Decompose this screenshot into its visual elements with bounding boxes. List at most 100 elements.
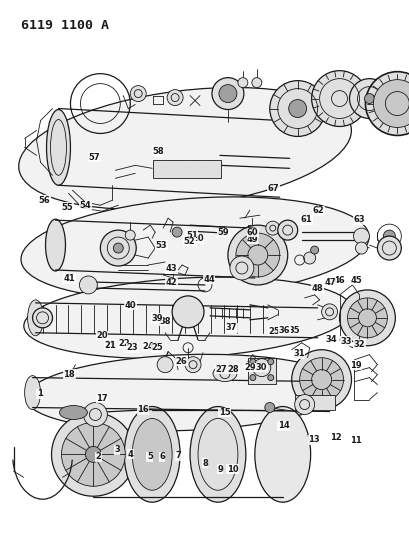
Text: 26: 26 (175, 357, 187, 366)
Text: 60: 60 (246, 228, 258, 237)
Text: 16: 16 (137, 406, 148, 415)
Text: 35: 35 (288, 326, 299, 335)
Text: 61: 61 (300, 215, 311, 224)
Circle shape (218, 85, 236, 102)
Text: 37: 37 (225, 323, 237, 332)
Text: 9: 9 (217, 465, 222, 474)
Text: 6119 1100 A: 6119 1100 A (20, 19, 108, 32)
Circle shape (100, 230, 136, 266)
Text: 6: 6 (159, 452, 165, 461)
Text: 30: 30 (255, 363, 267, 372)
Text: 46: 46 (333, 276, 345, 285)
Text: 7: 7 (175, 451, 181, 460)
Text: 43: 43 (165, 264, 177, 273)
Text: 13: 13 (308, 435, 319, 444)
Circle shape (264, 402, 274, 413)
Circle shape (32, 308, 52, 328)
Circle shape (249, 375, 255, 381)
Ellipse shape (21, 197, 368, 299)
Ellipse shape (254, 407, 310, 502)
Circle shape (249, 359, 255, 365)
Text: 34: 34 (324, 335, 336, 344)
Text: 53: 53 (155, 241, 167, 250)
Text: 47: 47 (324, 278, 335, 287)
Circle shape (157, 357, 173, 373)
Text: 56: 56 (38, 196, 50, 205)
Circle shape (83, 402, 107, 426)
Text: 67: 67 (267, 184, 279, 193)
Text: 23: 23 (126, 343, 138, 352)
Circle shape (125, 230, 135, 240)
Circle shape (377, 236, 400, 260)
Text: 33: 33 (339, 337, 351, 346)
Text: 40: 40 (124, 301, 136, 310)
Circle shape (303, 252, 315, 264)
Text: 31: 31 (292, 349, 304, 358)
Text: 18: 18 (63, 370, 75, 379)
Ellipse shape (124, 407, 180, 502)
Circle shape (353, 228, 369, 244)
Text: 3: 3 (114, 445, 120, 454)
Circle shape (229, 256, 253, 280)
Text: 52: 52 (183, 237, 195, 246)
Ellipse shape (59, 406, 87, 419)
Text: 38: 38 (159, 317, 171, 326)
Circle shape (52, 413, 135, 496)
Text: 5: 5 (146, 452, 153, 461)
Text: 63: 63 (353, 215, 364, 224)
Circle shape (364, 71, 409, 135)
Circle shape (61, 423, 125, 486)
Circle shape (172, 227, 182, 237)
Bar (153, 160, 220, 179)
Text: 20: 20 (96, 331, 108, 340)
Ellipse shape (190, 407, 245, 502)
Text: 4: 4 (127, 449, 133, 458)
Text: 51: 51 (186, 231, 197, 240)
Ellipse shape (19, 87, 351, 209)
Text: 41: 41 (63, 274, 75, 283)
Circle shape (184, 357, 200, 373)
Circle shape (311, 71, 366, 126)
Text: 39: 39 (151, 313, 162, 322)
Text: 44: 44 (203, 274, 214, 284)
Circle shape (227, 225, 287, 285)
Circle shape (251, 78, 261, 87)
Text: 19: 19 (350, 361, 361, 370)
Circle shape (267, 359, 273, 365)
Circle shape (277, 220, 297, 240)
Ellipse shape (25, 376, 40, 409)
Circle shape (130, 86, 146, 102)
Text: 36: 36 (278, 326, 290, 335)
Text: 10: 10 (226, 465, 238, 474)
Ellipse shape (47, 110, 70, 185)
Text: 49: 49 (246, 235, 258, 244)
Circle shape (373, 79, 409, 127)
Text: 42: 42 (165, 278, 177, 287)
Circle shape (113, 243, 123, 253)
Text: 54: 54 (80, 201, 91, 211)
Text: 14: 14 (277, 422, 289, 430)
Text: 17: 17 (96, 394, 108, 403)
Text: 11: 11 (349, 436, 361, 445)
Text: 62: 62 (312, 206, 324, 215)
Text: 19: 19 (104, 340, 116, 349)
Text: 27: 27 (215, 365, 227, 374)
Text: 1: 1 (36, 390, 43, 399)
Text: 28: 28 (227, 365, 239, 374)
Circle shape (364, 94, 373, 103)
Text: 25: 25 (151, 343, 163, 352)
Text: 12: 12 (329, 433, 341, 442)
Circle shape (211, 78, 243, 110)
Circle shape (310, 246, 318, 254)
Circle shape (288, 100, 306, 117)
Circle shape (294, 394, 314, 415)
Text: 50: 50 (192, 235, 203, 244)
Circle shape (167, 90, 183, 106)
Circle shape (291, 350, 351, 409)
Text: 15: 15 (218, 408, 230, 417)
Text: 24: 24 (142, 342, 153, 351)
Circle shape (265, 221, 279, 235)
Circle shape (339, 290, 394, 346)
Circle shape (267, 375, 273, 381)
Text: 21: 21 (103, 341, 115, 350)
